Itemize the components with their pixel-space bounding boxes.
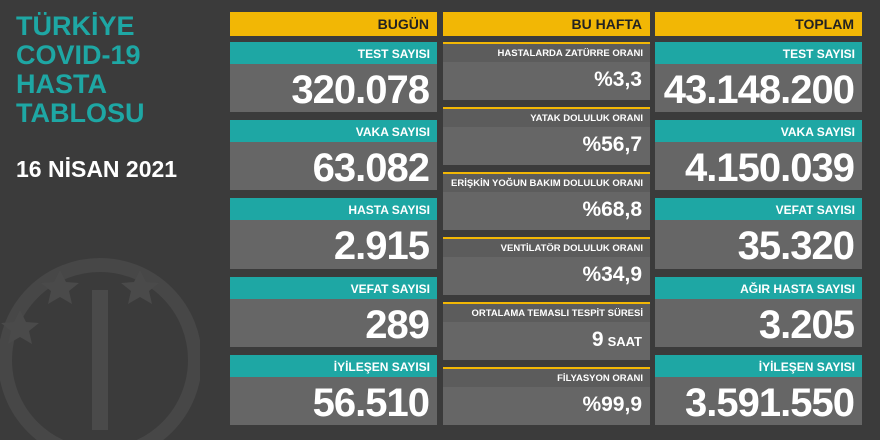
value-text: %68,8 [582, 198, 642, 221]
card-value: 4.150.039 [655, 142, 862, 191]
card-value: %99,9 [443, 387, 650, 425]
card-label: AĞIR HASTA SAYISI [655, 276, 862, 299]
card-value: %56,7 [443, 127, 650, 165]
card-label: FİLYASYON ORANI [443, 367, 650, 387]
value-text: 9 [591, 328, 604, 351]
card-value: 43.148.200 [655, 64, 862, 113]
card-label: ORTALAMA TEMASLI TESPİT SÜRESİ [443, 302, 650, 322]
card-value: %68,8 [443, 192, 650, 230]
card-label: TEST SAYISI [655, 42, 862, 64]
card-label: VAKA SAYISI [230, 120, 437, 143]
value-text: %99,9 [582, 393, 642, 416]
card-label: TEST SAYISI [230, 42, 437, 64]
title-line: HASTA [16, 69, 107, 99]
value-text: 320.078 [291, 68, 430, 112]
value-text: %56,7 [582, 133, 642, 156]
card-label: VEFAT SAYISI [230, 276, 437, 299]
value-unit: SAAT [607, 334, 642, 349]
column-header: BUGÜN [230, 12, 437, 36]
card-value: 3.591.550 [655, 376, 862, 425]
card-value: 3.205 [655, 298, 862, 347]
value-text: %34,9 [582, 263, 642, 286]
card-value: 320.078 [230, 64, 437, 113]
card-label: HASTALARDA ZATÜRRE ORANI [443, 42, 650, 62]
title-line: TABLOSU [16, 98, 145, 128]
card-value: 35.320 [655, 220, 862, 269]
card-label: VAKA SAYISI [655, 120, 862, 143]
card-value: %3,3 [443, 62, 650, 100]
column-header: BU HAFTA [443, 12, 650, 36]
card-label: YATAK DOLULUK ORANI [443, 107, 650, 127]
date: 16 NİSAN 2021 [16, 156, 178, 182]
emblem [0, 258, 200, 440]
column-header: TOPLAM [655, 12, 862, 36]
value-text: 56.510 [312, 380, 430, 425]
value-text: 3.591.550 [685, 380, 855, 425]
value-text: %3,3 [594, 68, 642, 91]
card-value: 63.082 [230, 142, 437, 191]
title: TÜRKİYE COVID-19 HASTA TABLOSU [16, 12, 145, 128]
card-value: 56.510 [230, 376, 437, 425]
card-label: ERİŞKİN YOĞUN BAKIM DOLULUK ORANI [443, 172, 650, 192]
card-value: 9 SAAT [443, 322, 650, 360]
card-value: 2.915 [230, 220, 437, 269]
card-label: HASTA SAYISI [230, 198, 437, 221]
value-text: 43.148.200 [663, 68, 855, 112]
value-text: 4.150.039 [685, 146, 855, 191]
title-line: TÜRKİYE [16, 11, 135, 41]
card-label: VEFAT SAYISI [655, 198, 862, 221]
value-text: 63.082 [312, 146, 430, 191]
value-text: 2.915 [333, 224, 430, 269]
card-label: İYİLEŞEN SAYISI [230, 354, 437, 377]
value-text: 289 [365, 302, 430, 347]
value-text: 3.205 [758, 302, 855, 347]
card-label: İYİLEŞEN SAYISI [655, 354, 862, 377]
card-label: VENTİLATÖR DOLULUK ORANI [443, 237, 650, 257]
value-text: 35.320 [737, 224, 855, 269]
card-value: 289 [230, 298, 437, 347]
card-value: %34,9 [443, 257, 650, 295]
title-line: COVID-19 [16, 40, 141, 70]
